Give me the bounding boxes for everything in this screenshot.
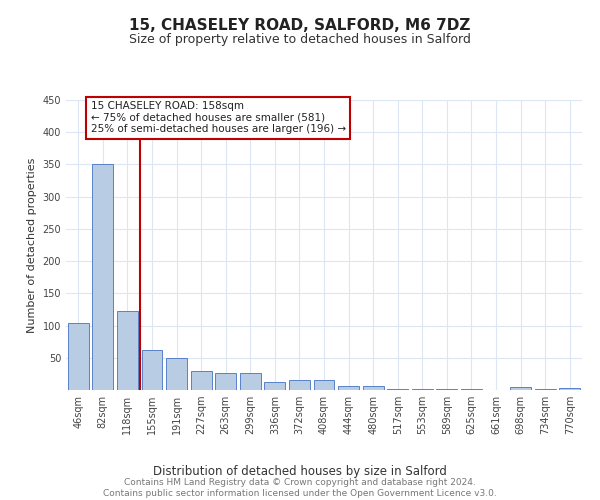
- Bar: [191, 370, 212, 390]
- Bar: [215, 372, 236, 390]
- Bar: [314, 380, 334, 390]
- Bar: [510, 388, 531, 390]
- Text: Distribution of detached houses by size in Salford: Distribution of detached houses by size …: [153, 464, 447, 477]
- Bar: [68, 323, 89, 390]
- Text: Contains HM Land Registry data © Crown copyright and database right 2024.
Contai: Contains HM Land Registry data © Crown c…: [103, 478, 497, 498]
- Bar: [362, 386, 383, 390]
- Text: 15, CHASELEY ROAD, SALFORD, M6 7DZ: 15, CHASELEY ROAD, SALFORD, M6 7DZ: [130, 18, 470, 32]
- Y-axis label: Number of detached properties: Number of detached properties: [27, 158, 37, 332]
- Bar: [117, 312, 138, 390]
- Bar: [166, 358, 187, 390]
- Bar: [240, 373, 261, 390]
- Bar: [338, 386, 359, 390]
- Text: Size of property relative to detached houses in Salford: Size of property relative to detached ho…: [129, 32, 471, 46]
- Bar: [289, 380, 310, 390]
- Text: 15 CHASELEY ROAD: 158sqm
← 75% of detached houses are smaller (581)
25% of semi-: 15 CHASELEY ROAD: 158sqm ← 75% of detach…: [91, 102, 346, 134]
- Bar: [142, 350, 163, 390]
- Bar: [387, 388, 408, 390]
- Bar: [559, 388, 580, 390]
- Bar: [265, 382, 286, 390]
- Bar: [92, 164, 113, 390]
